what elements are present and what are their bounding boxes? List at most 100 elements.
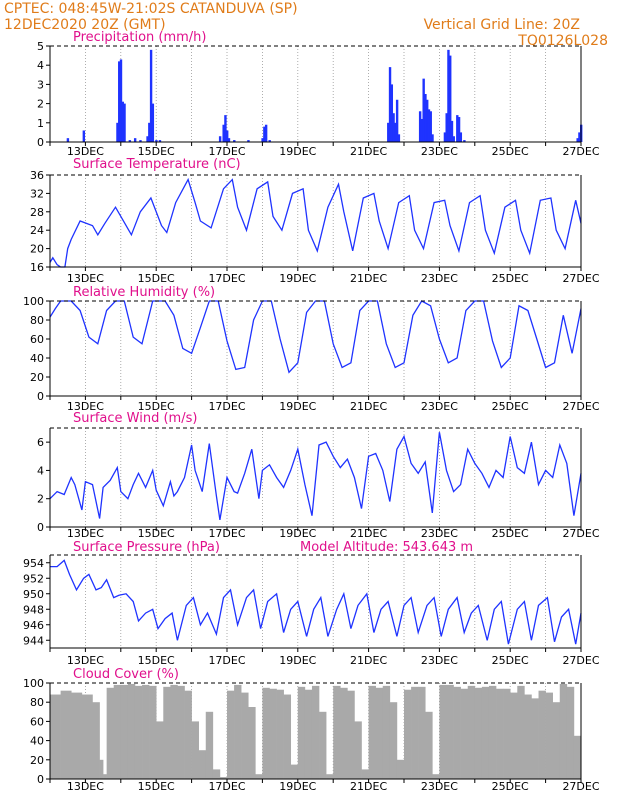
- cloud-cover-bar: [227, 690, 235, 779]
- panel-title: Surface Wind (m/s): [73, 411, 197, 426]
- precip-bar: [459, 132, 463, 142]
- precip-bar: [263, 126, 266, 142]
- x-tick-label: 25DEC: [492, 400, 529, 413]
- panel-title: Surface Temperature (nC): [73, 157, 241, 172]
- precip-bar: [268, 140, 271, 142]
- x-tick-label: 25DEC: [492, 654, 529, 667]
- cloud-cover-bar: [212, 769, 221, 779]
- y-tick-label: 28: [30, 206, 44, 219]
- precip-bar: [123, 103, 126, 142]
- precip-bar: [66, 138, 70, 142]
- precip-bar: [139, 140, 142, 142]
- cloud-cover-bar: [241, 692, 249, 779]
- precip-bar: [445, 113, 448, 142]
- y-tick-label: 40: [30, 735, 44, 748]
- precip-bar: [397, 134, 401, 142]
- x-tick-label: 17DEC: [208, 145, 245, 158]
- cloud-cover-bar: [198, 750, 207, 779]
- cloud-cover-bar: [99, 759, 104, 779]
- cloud-cover-bar: [149, 685, 157, 779]
- precip-bar: [224, 115, 227, 142]
- cloud-cover-bar: [333, 685, 341, 779]
- panel-humidity: Relative Humidity (%) 0 20 40 60 80 100 13DEC 15…: [23, 285, 600, 413]
- x-tick-label: 15DEC: [138, 654, 175, 667]
- precip-bar: [119, 59, 123, 142]
- cloud-cover-bar: [453, 686, 461, 779]
- cloud-cover-bar: [418, 686, 426, 779]
- cloud-cover-bar: [163, 686, 171, 779]
- x-tick-label: 15DEC: [138, 145, 175, 158]
- x-tick-label: 13DEC: [67, 527, 104, 540]
- cloud-cover-bar: [184, 690, 192, 779]
- precip-bar: [422, 78, 425, 142]
- cloud-cover-bar: [255, 774, 263, 779]
- precip-bar: [247, 140, 250, 142]
- panel-cloud-cover: Cloud Cover (%) 0 20 40 60 80 100 13DEC 15DEC 17D…: [23, 667, 600, 793]
- cloud-cover-bar: [290, 764, 299, 779]
- x-tick-label: 23DEC: [421, 272, 458, 285]
- precip-bar: [576, 138, 579, 142]
- y-tick-label: 948: [23, 603, 44, 616]
- x-tick-label: 19DEC: [279, 654, 316, 667]
- cloud-cover-bar: [106, 687, 115, 779]
- precip-bar: [443, 132, 447, 142]
- x-tick-label: 21DEC: [350, 145, 387, 158]
- cloud-cover-bar: [573, 735, 582, 779]
- x-tick-label: 27DEC: [562, 400, 599, 413]
- x-tick-label: 15DEC: [138, 400, 175, 413]
- y-tick-label: 2: [37, 98, 44, 111]
- cloud-cover-bar: [404, 689, 412, 779]
- x-tick-label: 23DEC: [421, 145, 458, 158]
- precip-bar: [578, 132, 581, 142]
- precip-bar: [427, 109, 431, 142]
- panel-temperature: Surface Temperature (nC) 16 20 24 28 32 36 13DE…: [30, 157, 600, 285]
- y-tick-label: 952: [23, 572, 44, 585]
- precip-bar: [155, 140, 158, 142]
- cloud-cover-bar: [81, 694, 93, 779]
- x-tick-label: 13DEC: [67, 780, 104, 793]
- cloud-cover-bar: [113, 684, 122, 779]
- precip-bar: [429, 111, 432, 142]
- x-tick-label: 23DEC: [421, 780, 458, 793]
- precip-bar: [222, 124, 225, 142]
- cloud-cover-bar: [446, 684, 454, 779]
- x-tick-label: 19DEC: [279, 527, 316, 540]
- y-tick-label: 954: [23, 557, 44, 570]
- cloud-cover-bar: [60, 690, 72, 779]
- cloud-cover-bar: [361, 769, 369, 779]
- cloud-cover-bar: [552, 702, 561, 779]
- cloud-cover-bar: [389, 702, 398, 779]
- cloud-cover-bar: [340, 687, 348, 779]
- cloud-cover-bar: [496, 688, 504, 779]
- cloud-cover-bar: [50, 694, 61, 779]
- header-location: CPTEC: 048:45W-21:02S CATANDUVA (SP): [4, 1, 298, 17]
- precip-bar: [424, 94, 427, 142]
- x-tick-label: 25DEC: [492, 145, 529, 158]
- panel-precipitation: Precipitation (mm/h) 0 1 2 3 4 5 13DEC 15DEC 17DE…: [37, 30, 600, 158]
- y-tick-label: 40: [30, 352, 44, 365]
- x-tick-label: 19DEC: [279, 780, 316, 793]
- panel-title: Surface Pressure (hPa): [73, 540, 220, 555]
- precip-bar: [456, 115, 459, 142]
- precip-bar: [387, 122, 390, 142]
- precip-bar: [395, 99, 399, 142]
- cloud-cover-bar: [460, 688, 469, 779]
- cloud-cover-bar: [517, 685, 525, 779]
- y-tick-label: 2: [37, 493, 44, 506]
- x-tick-label: 25DEC: [492, 527, 529, 540]
- x-tick-label: 25DEC: [492, 272, 529, 285]
- y-tick-label: 60: [30, 333, 44, 346]
- cloud-cover-bar: [297, 686, 306, 779]
- y-tick-label: 80: [30, 314, 44, 327]
- cloud-cover-bar: [71, 692, 83, 779]
- y-tick-label: 4: [37, 464, 44, 477]
- cloud-cover-bar: [368, 685, 376, 779]
- y-tick-label: 944: [23, 634, 44, 647]
- precip-bar: [452, 136, 455, 142]
- x-tick-label: 27DEC: [562, 654, 599, 667]
- cloud-cover-bar: [425, 711, 433, 779]
- x-tick-label: 15DEC: [138, 527, 175, 540]
- precip-bar: [261, 138, 264, 142]
- x-tick-label: 25DEC: [492, 780, 529, 793]
- y-tick-label: 36: [30, 169, 44, 182]
